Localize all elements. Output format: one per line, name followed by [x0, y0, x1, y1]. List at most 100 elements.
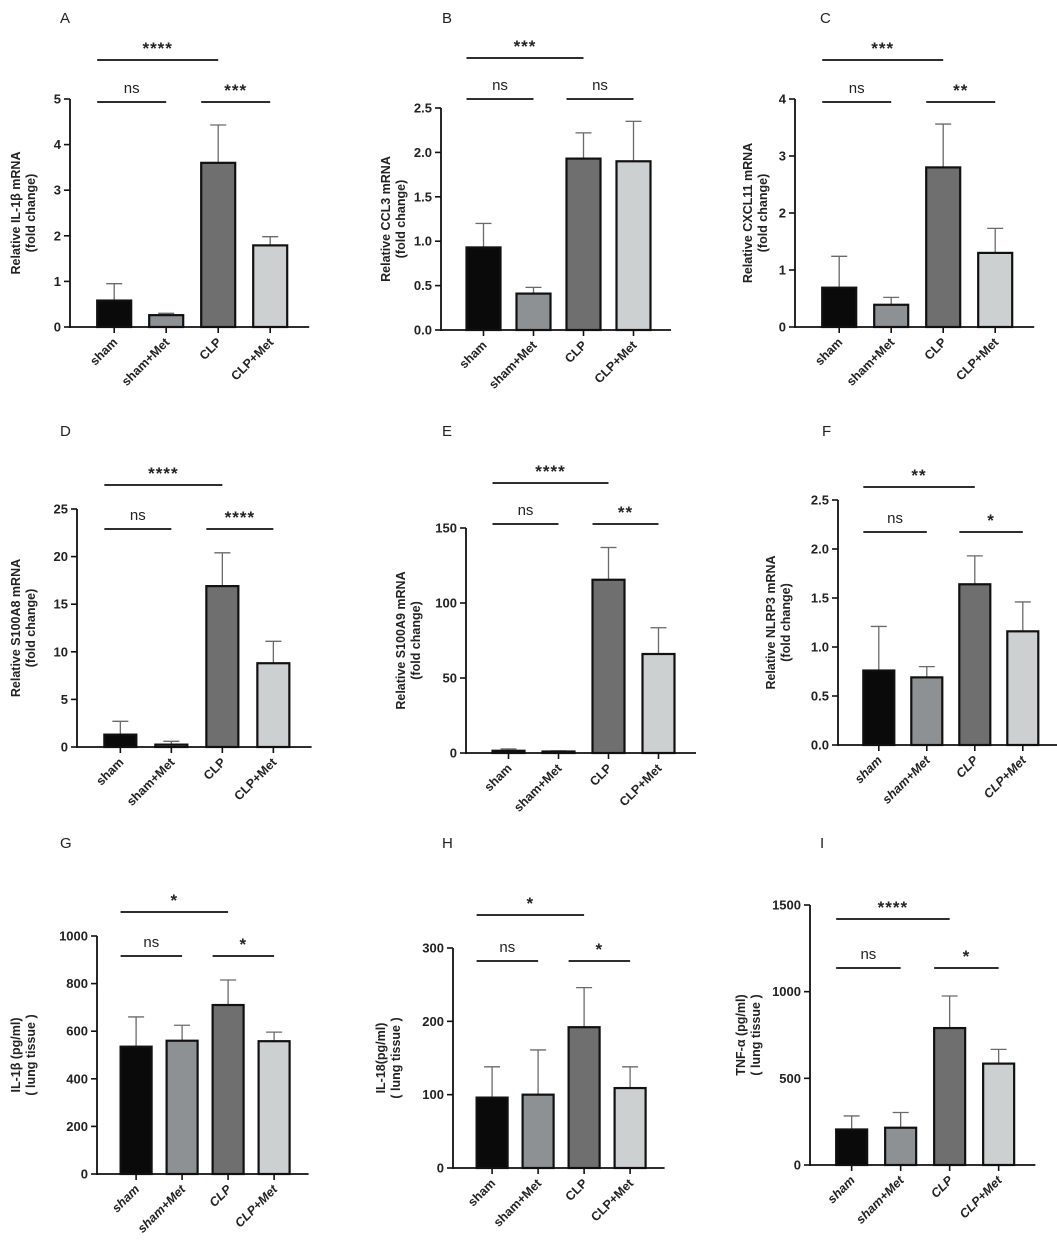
y-tick-label: 0: [61, 740, 68, 755]
significance-label: ns: [592, 77, 608, 94]
bar-clp-plus-met: [257, 1040, 291, 1176]
y-tick-label: 0.0: [811, 738, 829, 753]
bar-sham: [821, 286, 858, 329]
y-axis-label: Relative S100A8 mRNA: [9, 559, 23, 697]
bar-sham: [835, 1128, 869, 1167]
x-category-label: CLP+Met: [957, 1173, 1006, 1222]
bar-sham: [96, 299, 133, 329]
y-tick-label: 3: [779, 149, 786, 164]
x-category-label: CLP+Met: [232, 755, 281, 804]
bar-clp-plus-met: [982, 1062, 1016, 1167]
y-tick-label: 25: [54, 502, 68, 517]
y-tick-label: 0: [794, 1158, 801, 1173]
panel-letter: G: [60, 835, 72, 852]
y-axis-label: (fold change): [779, 583, 793, 661]
x-category-label: sham+Met: [119, 335, 173, 389]
x-category-label: sham: [109, 1182, 142, 1215]
significance-label: *: [963, 947, 971, 966]
x-category-label: CLP: [953, 753, 981, 781]
x-category-label: CLP: [922, 335, 950, 363]
y-tick-label: 4: [779, 92, 787, 107]
significance-label: *: [171, 891, 179, 910]
y-tick-label: 200: [66, 1119, 88, 1134]
significance-label: *: [987, 511, 995, 530]
x-category-label: CLP: [928, 1173, 956, 1201]
y-tick-label: 1: [54, 274, 61, 289]
y-tick-label: 3: [54, 183, 61, 198]
y-tick-label: 15: [54, 597, 68, 612]
x-category-label: CLP+Met: [588, 1176, 637, 1225]
x-category-label: CLP+Met: [981, 753, 1030, 802]
significance-label: ns: [499, 939, 515, 956]
x-category-label: CLP: [562, 338, 590, 366]
x-category-label: sham+Met: [880, 753, 934, 807]
y-tick-label: 1000: [59, 929, 88, 944]
y-tick-label: 0.0: [414, 323, 432, 338]
y-tick-label: 300: [422, 941, 444, 956]
panel-letter: F: [822, 423, 831, 440]
bar-clp: [958, 583, 992, 747]
bar-clp: [567, 1026, 601, 1170]
y-tick-label: 2.5: [811, 493, 829, 508]
x-category-label: sham: [93, 755, 126, 788]
x-category-label: sham+Met: [124, 755, 178, 809]
significance-label: ****: [142, 39, 172, 58]
significance-label: ****: [225, 508, 255, 527]
y-tick-label: 10: [54, 644, 68, 659]
significance-label: ns: [849, 80, 865, 97]
x-category-label: sham: [812, 335, 845, 368]
bar-clp: [200, 161, 237, 329]
y-axis-label: (fold change): [24, 589, 38, 667]
x-category-label: CLP: [197, 335, 225, 363]
x-category-label: sham: [825, 1173, 858, 1206]
bar-sham-plus-met: [165, 1039, 199, 1176]
y-axis-label: IL-1β (pg/ml): [9, 1018, 23, 1093]
x-category-label: sham: [87, 335, 120, 368]
panel-letter: H: [442, 835, 453, 852]
y-axis-label: (fold change): [409, 601, 423, 679]
y-tick-label: 0: [437, 1161, 444, 1176]
x-category-label: CLP: [207, 1182, 235, 1210]
y-axis-label: Relative CCL3 mRNA: [379, 156, 393, 282]
bar-clp-plus-met: [977, 251, 1014, 329]
bar-clp-plus-met: [641, 652, 676, 755]
x-category-label: CLP+Met: [232, 1182, 281, 1231]
y-tick-label: 500: [779, 1071, 801, 1086]
y-axis-label: Relative NLRP3 mRNA: [764, 555, 778, 689]
y-tick-label: 2.5: [414, 101, 432, 116]
x-category-label: CLP+Met: [953, 335, 1002, 384]
bar-clp: [565, 157, 602, 332]
bar-sham-plus-met: [884, 1126, 918, 1167]
significance-label: ns: [130, 507, 146, 524]
significance-label: *: [240, 935, 248, 954]
significance-label: ns: [887, 510, 903, 527]
x-category-label: sham: [852, 753, 885, 786]
panel-letter: C: [820, 10, 831, 27]
y-axis-label: IL-18(pg/ml): [374, 1023, 388, 1094]
y-tick-label: 1.0: [811, 640, 829, 655]
significance-label: **: [618, 503, 633, 522]
y-tick-label: 2: [54, 228, 61, 243]
y-axis-label: (fold change): [756, 174, 770, 252]
bar-sham-plus-met: [521, 1093, 555, 1170]
significance-label: *: [527, 894, 535, 913]
y-axis-label: Relative IL-1β mRNA: [9, 152, 23, 275]
x-category-label: sham+Met: [511, 761, 565, 815]
x-category-label: sham: [482, 761, 515, 794]
bar-clp-plus-met: [613, 1086, 647, 1170]
panel-letter: E: [442, 423, 452, 440]
y-tick-label: 100: [435, 596, 457, 611]
bar-clp: [211, 1003, 245, 1176]
bar-sham: [465, 246, 502, 332]
y-tick-label: 200: [422, 1014, 444, 1029]
y-tick-label: 5: [61, 692, 68, 707]
significance-label: ns: [143, 934, 159, 951]
x-category-label: sham+Met: [486, 338, 540, 392]
bar-sham: [862, 669, 896, 747]
y-tick-label: 5: [54, 92, 61, 107]
panel-letter: D: [60, 423, 71, 440]
